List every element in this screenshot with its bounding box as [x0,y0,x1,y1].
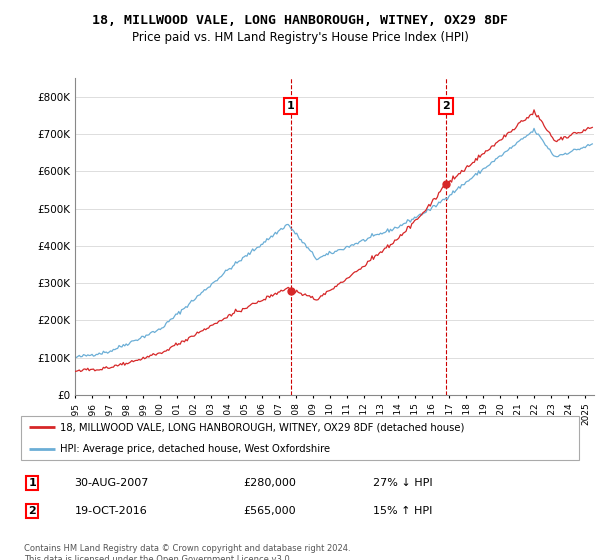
Text: 19-OCT-2016: 19-OCT-2016 [74,506,147,516]
Text: 1: 1 [28,478,36,488]
Text: 27% ↓ HPI: 27% ↓ HPI [373,478,433,488]
Text: 30-AUG-2007: 30-AUG-2007 [74,478,149,488]
Text: £565,000: £565,000 [244,506,296,516]
Text: 2: 2 [28,506,36,516]
Text: 1: 1 [287,101,295,111]
Text: 18, MILLWOOD VALE, LONG HANBOROUGH, WITNEY, OX29 8DF: 18, MILLWOOD VALE, LONG HANBOROUGH, WITN… [92,14,508,27]
Text: Price paid vs. HM Land Registry's House Price Index (HPI): Price paid vs. HM Land Registry's House … [131,31,469,44]
FancyBboxPatch shape [21,416,579,460]
Text: £280,000: £280,000 [244,478,296,488]
Text: Contains HM Land Registry data © Crown copyright and database right 2024.
This d: Contains HM Land Registry data © Crown c… [24,544,350,560]
Text: 18, MILLWOOD VALE, LONG HANBOROUGH, WITNEY, OX29 8DF (detached house): 18, MILLWOOD VALE, LONG HANBOROUGH, WITN… [60,422,464,432]
Text: 15% ↑ HPI: 15% ↑ HPI [373,506,433,516]
Text: 2: 2 [442,101,450,111]
Text: HPI: Average price, detached house, West Oxfordshire: HPI: Average price, detached house, West… [60,444,331,454]
